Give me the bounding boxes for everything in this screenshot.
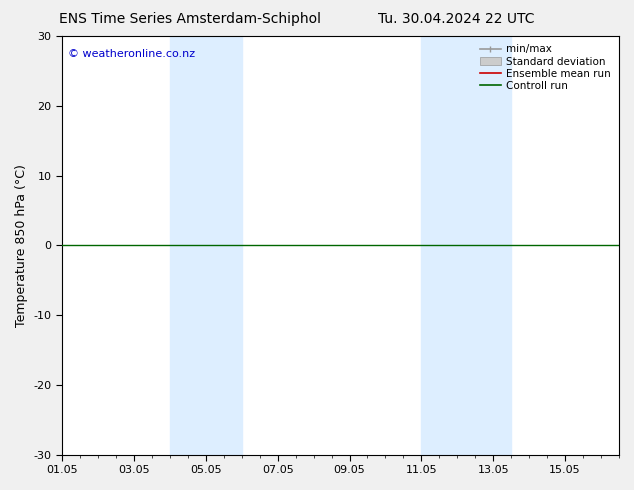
Legend: min/max, Standard deviation, Ensemble mean run, Controll run: min/max, Standard deviation, Ensemble me… <box>477 41 614 94</box>
Text: ENS Time Series Amsterdam-Schiphol: ENS Time Series Amsterdam-Schiphol <box>59 12 321 26</box>
Bar <box>422 36 511 455</box>
Y-axis label: Temperature 850 hPa (°C): Temperature 850 hPa (°C) <box>15 164 28 327</box>
Text: © weatheronline.co.nz: © weatheronline.co.nz <box>68 49 195 59</box>
Text: Tu. 30.04.2024 22 UTC: Tu. 30.04.2024 22 UTC <box>378 12 534 26</box>
Bar <box>170 36 242 455</box>
